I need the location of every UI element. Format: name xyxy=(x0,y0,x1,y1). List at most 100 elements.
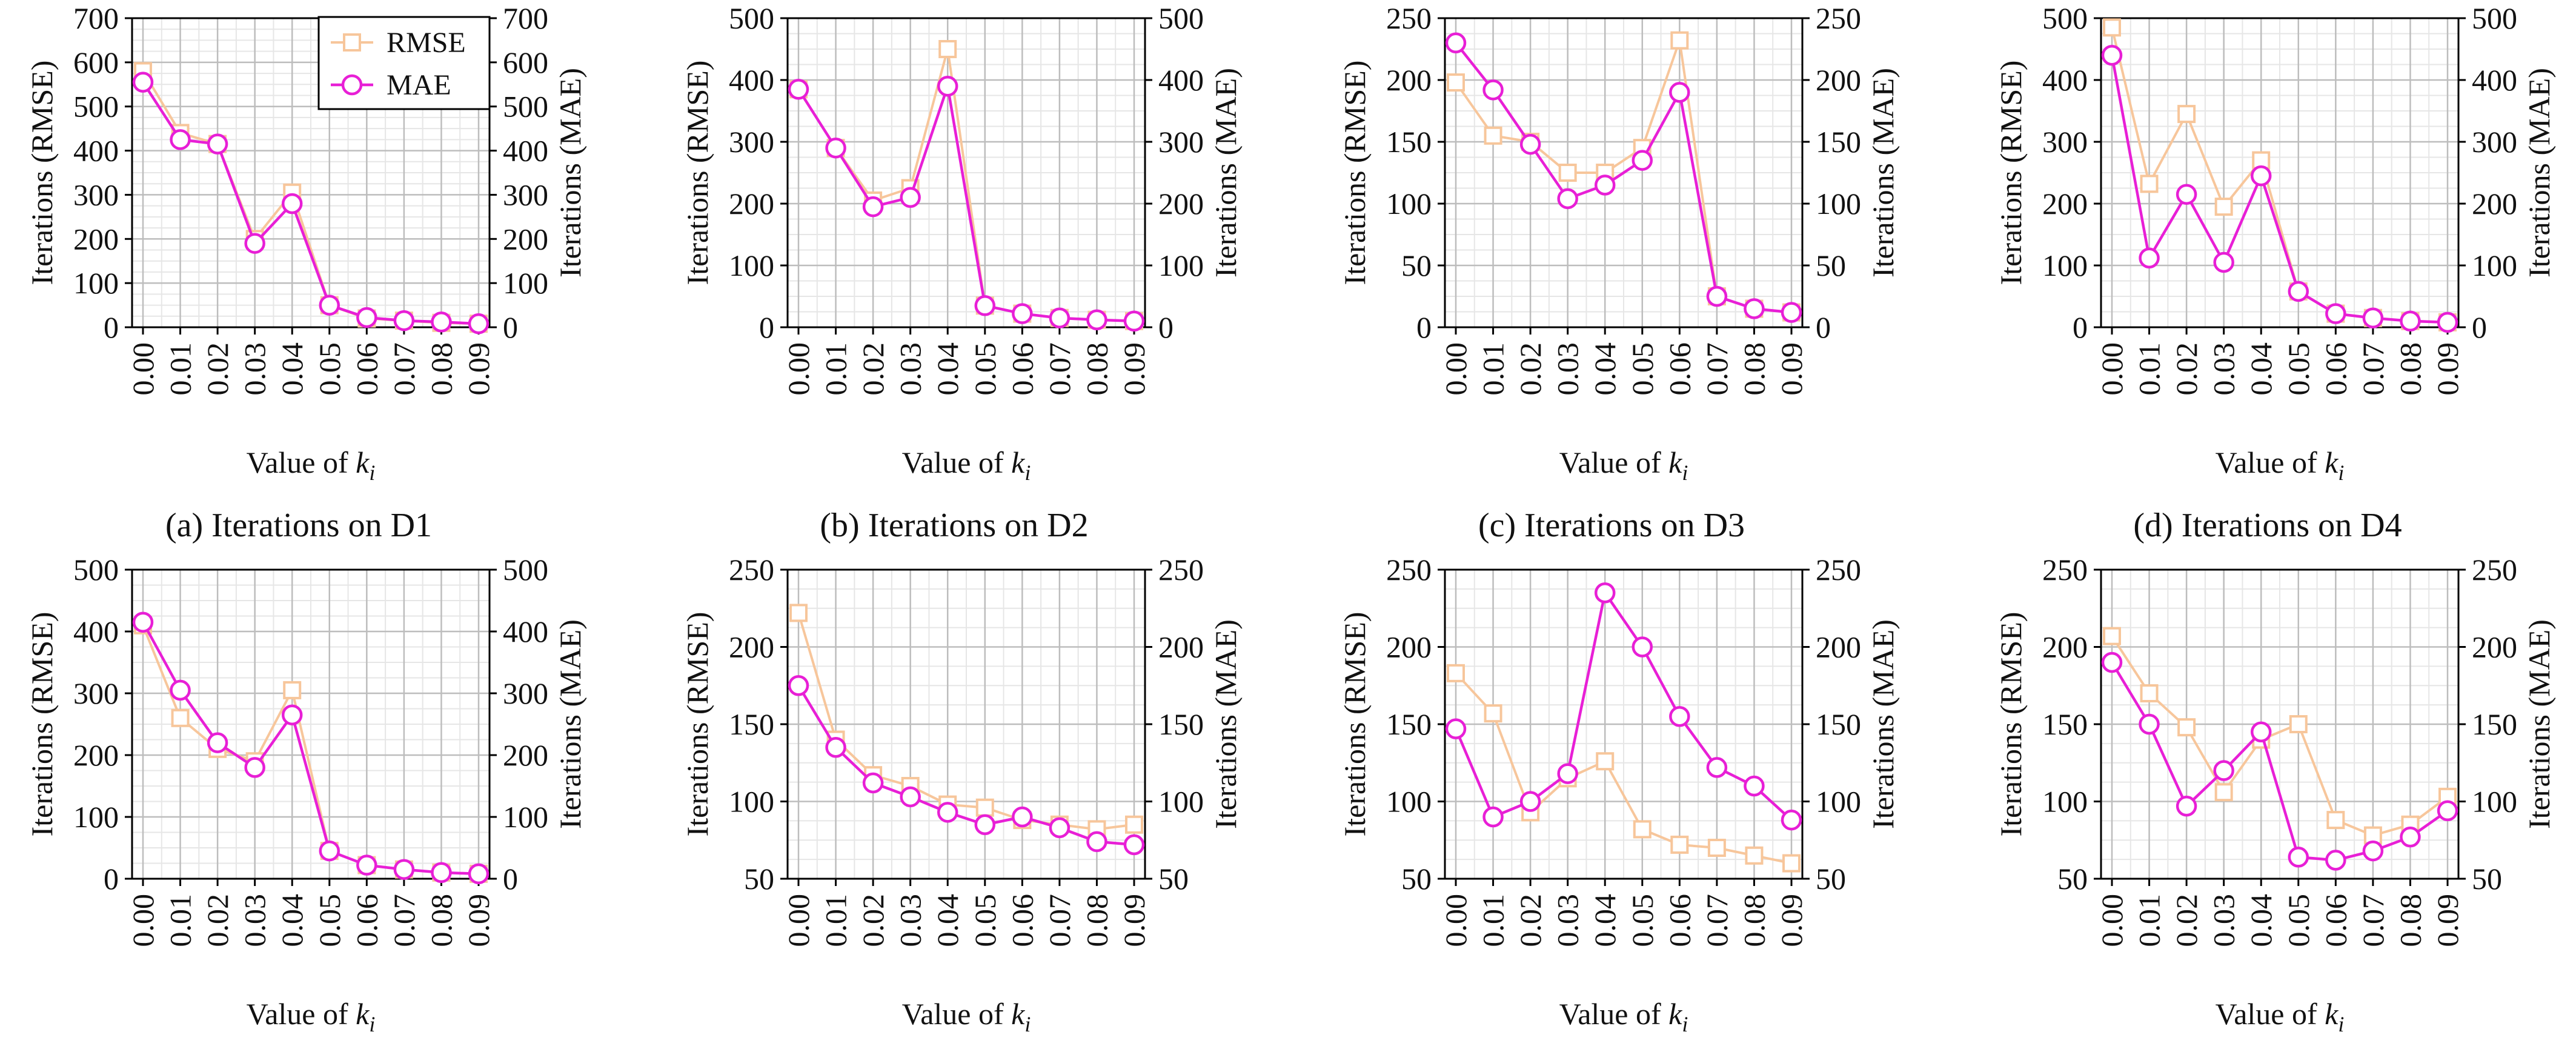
x-tick-label: 0.08 xyxy=(424,342,458,396)
y-tick-label-right: 250 xyxy=(1158,553,1204,587)
data-point-mae xyxy=(170,679,191,701)
y-tick-label-left: 300 xyxy=(729,125,774,159)
data-point-mae xyxy=(468,863,490,885)
y-tick-label-right: 200 xyxy=(1816,63,1861,97)
data-point-mae xyxy=(2250,165,2272,187)
x-tick-label: 0.02 xyxy=(2169,894,2203,947)
data-point-mae xyxy=(1781,809,1802,831)
data-point-rmse xyxy=(1707,839,1726,857)
y-tick-label-left: 200 xyxy=(729,187,774,221)
data-point-mae xyxy=(937,75,958,97)
x-tick-label: 0.05 xyxy=(968,342,1002,396)
y-tick-label-left: 100 xyxy=(1386,187,1432,221)
data-point-mae xyxy=(281,193,303,215)
y-axis-title-left: Iterations (RMSE) xyxy=(1338,61,1372,285)
x-tick-label: 0.04 xyxy=(931,894,964,947)
y-tick-label-right: 500 xyxy=(503,553,548,587)
data-point-rmse xyxy=(1558,164,1577,182)
data-point-mae xyxy=(1594,582,1616,604)
y-tick-label-right: 100 xyxy=(1158,785,1204,819)
y-tick-label-right: 250 xyxy=(1816,553,1861,587)
data-point-mae xyxy=(207,732,228,753)
data-point-rmse xyxy=(1670,31,1689,50)
data-point-mae xyxy=(1012,303,1033,324)
data-point-mae xyxy=(2288,847,2309,868)
x-tick-label: 0.06 xyxy=(1662,342,1696,396)
x-tick-label: 0.06 xyxy=(1005,894,1039,947)
data-point-rmse xyxy=(1745,846,1764,865)
x-axis-title: Value of ki xyxy=(902,997,1031,1036)
x-tick-label: 0.01 xyxy=(819,342,853,396)
y-tick-label-right: 300 xyxy=(1158,125,1204,159)
x-tick-label: 0.02 xyxy=(201,342,234,396)
y-tick-label-left: 0 xyxy=(1416,310,1432,344)
data-point-mae xyxy=(1632,150,1653,171)
data-point-rmse xyxy=(938,40,957,58)
data-point-mae xyxy=(431,862,452,884)
data-point-rmse xyxy=(1125,815,1143,834)
y-tick-label-left: 250 xyxy=(2042,553,2088,587)
data-point-rmse xyxy=(2103,18,2121,37)
series-mae xyxy=(1445,32,1802,323)
data-point-rmse xyxy=(2289,715,2308,733)
series-line-rmse xyxy=(1455,672,1792,865)
data-point-mae xyxy=(2101,651,2123,673)
x-tick-label: 0.06 xyxy=(1662,894,1696,947)
data-point-mae xyxy=(2213,252,2234,273)
y-tick-label-left: 500 xyxy=(73,90,119,124)
y-tick-label-left: 400 xyxy=(729,63,774,97)
y-tick-label-left: 0 xyxy=(104,862,119,896)
x-tick-label: 0.05 xyxy=(313,894,347,947)
x-tick-label: 0.08 xyxy=(424,894,458,947)
x-tick-label: 0.01 xyxy=(164,894,198,947)
y-axis-title-left: Iterations (RMSE) xyxy=(680,612,714,837)
y-axis-title-right: Iterations (MAE) xyxy=(553,619,587,829)
data-point-mae xyxy=(2437,311,2458,333)
data-point-mae xyxy=(974,814,996,835)
plot-frame xyxy=(131,17,491,328)
x-tick-label: 0.01 xyxy=(1476,894,1510,947)
subplot-a: 0 0 100 100 200 200 300 300 400 400 500 500 600 600 70… xyxy=(25,1,587,544)
subplot-e: 0 0 100 100 200 200 300 300 400 400 500 500 0.00 0.01… xyxy=(25,553,587,1036)
x-tick-label: 0.02 xyxy=(856,342,890,396)
y-tick-label-left: 50 xyxy=(744,862,774,896)
data-point-mae xyxy=(132,611,154,633)
data-point-rmse xyxy=(2103,627,2121,645)
data-point-mae xyxy=(281,704,303,725)
y-tick-label-right: 150 xyxy=(1158,707,1204,741)
x-tick-label: 0.03 xyxy=(894,894,928,947)
x-tick-label: 0.08 xyxy=(1080,342,1114,396)
data-point-mae xyxy=(1123,834,1145,856)
data-point-mae xyxy=(393,859,415,880)
y-tick-label-left: 400 xyxy=(2042,63,2088,97)
x-tick-label: 0.03 xyxy=(238,342,272,396)
y-tick-label-right: 100 xyxy=(1158,248,1204,282)
data-point-rmse xyxy=(2214,783,2233,802)
data-point-mae xyxy=(1594,175,1616,196)
data-point-mae xyxy=(2139,247,2160,269)
y-tick-label-right: 400 xyxy=(2472,63,2517,97)
y-tick-label-right: 300 xyxy=(503,676,548,710)
y-tick-label-right: 400 xyxy=(503,615,548,648)
series-mae xyxy=(2101,44,2458,333)
y-tick-label-right: 400 xyxy=(503,134,548,168)
y-tick-label-left: 300 xyxy=(73,676,119,710)
series-line-mae xyxy=(1455,42,1792,314)
data-point-mae xyxy=(788,675,809,696)
x-tick-label: 0.09 xyxy=(2431,894,2465,947)
x-tick-label: 0.09 xyxy=(2431,342,2465,396)
y-tick-label-right: 100 xyxy=(503,800,548,834)
y-tick-label-right: 100 xyxy=(2472,785,2517,819)
y-tick-label-left: 100 xyxy=(73,266,119,300)
y-tick-label-right: 500 xyxy=(1158,1,1204,35)
x-tick-label: 0.02 xyxy=(2169,342,2203,396)
series-mae xyxy=(788,675,1145,856)
plot-frame xyxy=(786,17,1146,328)
data-point-mae xyxy=(1632,636,1653,658)
data-point-rmse xyxy=(2214,198,2233,216)
y-tick-label-left: 0 xyxy=(104,310,119,344)
series-line-rmse xyxy=(797,612,1135,831)
x-tick-label: 0.00 xyxy=(126,894,160,947)
subplot-h: 50 50 100 100 150 150 200 200 250 250 0.00 0.01 0.02… xyxy=(1994,553,2556,1036)
